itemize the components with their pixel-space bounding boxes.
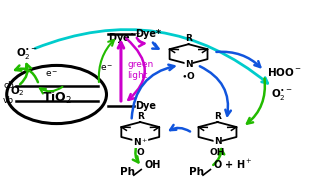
Text: HOO$^-$: HOO$^-$ [267, 66, 303, 78]
Text: O$_2$: O$_2$ [10, 84, 25, 98]
Text: TiO$_2$: TiO$_2$ [41, 90, 72, 106]
Text: $\bullet$O: $\bullet$O [181, 70, 196, 81]
Text: Dye: Dye [135, 101, 156, 111]
Text: Dye$^{\bullet+}$: Dye$^{\bullet+}$ [108, 31, 142, 46]
Text: N: N [185, 60, 192, 69]
Text: O + H$^+$: O + H$^+$ [213, 158, 252, 171]
Text: R: R [185, 34, 192, 43]
Text: Ph: Ph [189, 167, 204, 177]
Text: O$_2^{\bullet-}$: O$_2^{\bullet-}$ [271, 87, 293, 102]
Text: e$^-$: e$^-$ [100, 63, 114, 73]
Text: R: R [214, 112, 221, 121]
Text: N$^+$: N$^+$ [133, 136, 148, 148]
Text: O: O [136, 148, 144, 157]
Text: e$^-$: e$^-$ [45, 69, 58, 79]
Text: Ph: Ph [120, 167, 135, 177]
Text: OH: OH [144, 160, 161, 170]
Text: green
light: green light [127, 60, 154, 80]
Text: Dye*: Dye* [135, 29, 161, 40]
Text: OH: OH [210, 148, 225, 157]
Text: R: R [137, 112, 144, 121]
Text: vb: vb [3, 96, 14, 105]
Text: cb: cb [3, 81, 14, 90]
Text: N: N [214, 137, 221, 146]
Text: O$_2^{\bullet-}$: O$_2^{\bullet-}$ [16, 46, 38, 61]
